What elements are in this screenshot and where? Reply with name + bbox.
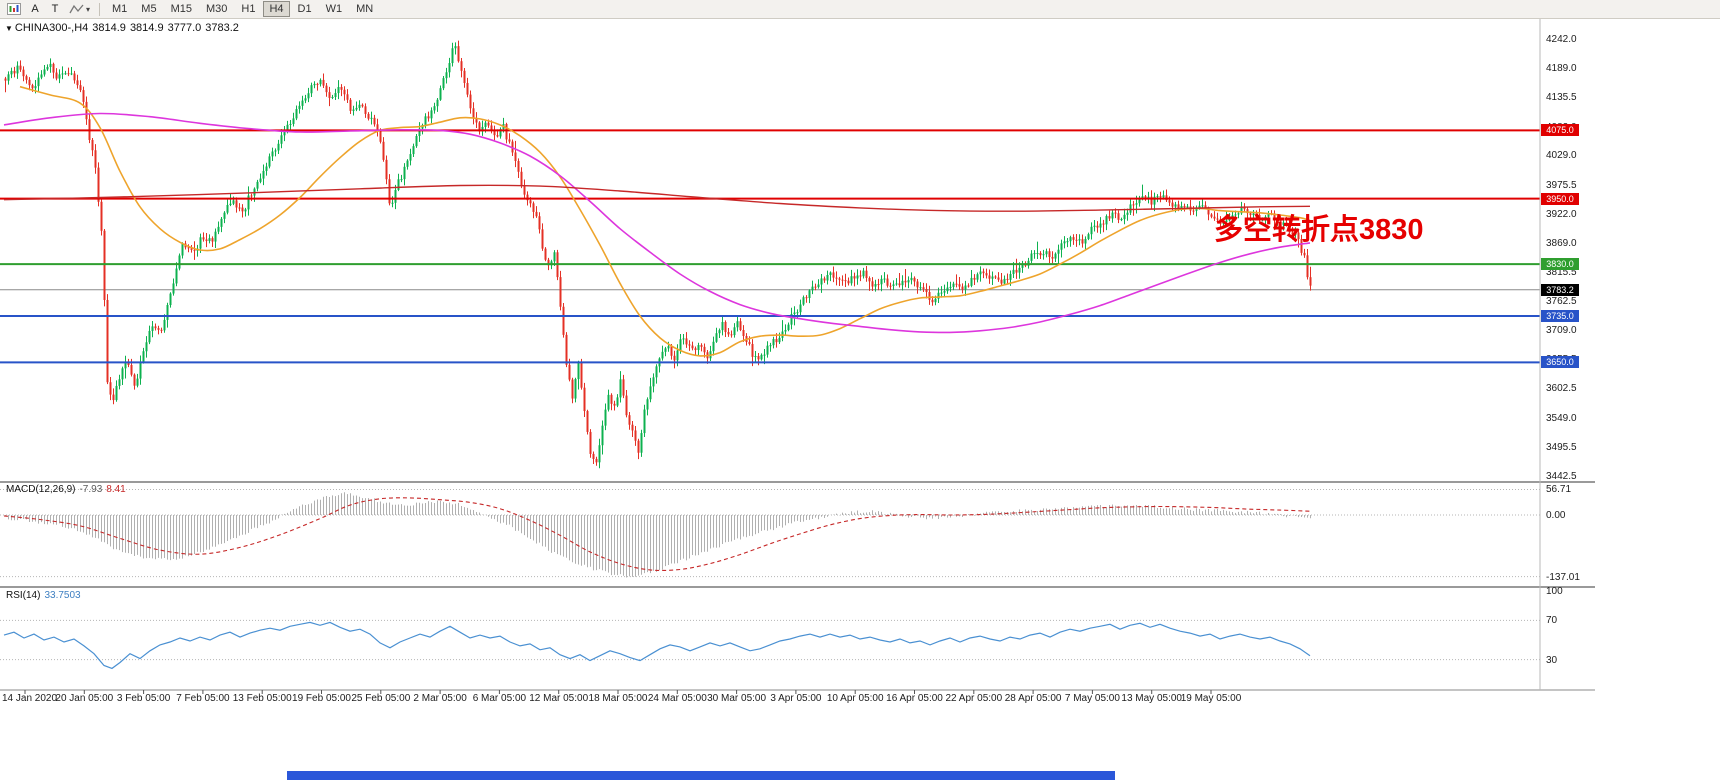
rsi-label-bar: RSI(14) 33.7503 [6, 590, 85, 601]
ma-orange-line [19, 85, 1311, 357]
label-t-button[interactable]: T [46, 1, 64, 17]
rsi-label: RSI(14) [6, 590, 41, 601]
timeframe-button-m5[interactable]: M5 [135, 1, 162, 17]
macd-label: MACD(12,26,9) [6, 484, 76, 495]
candles-layer [4, 40, 1312, 469]
macd-signal-value: 8.41 [106, 484, 126, 495]
panel-frame [0, 19, 1595, 691]
timeframe-button-h4[interactable]: H4 [263, 1, 290, 17]
top-toolbar: A T ▾ M1 M5 M15 M30 H1 H4 D1 W1 MN [0, 0, 1720, 19]
label-a-button[interactable]: A [26, 1, 44, 17]
macd-label-bar: MACD(12,26,9) -7.93 8.41 [6, 484, 130, 495]
chart-annotation[interactable]: 多空转折点3830 [1214, 214, 1424, 246]
charts-icon[interactable] [4, 1, 24, 17]
ohlc-low: 3777.0 [167, 22, 202, 34]
timeframe-button-m30[interactable]: M30 [200, 1, 233, 17]
ohlc-open: 3814.9 [92, 22, 126, 34]
indicator-level-lines [0, 488, 1540, 661]
timeframe-button-m15[interactable]: M15 [165, 1, 198, 17]
timeframe-button-d1[interactable]: D1 [292, 1, 318, 17]
ohlc-close: 3783.2 [205, 22, 239, 34]
rsi-value: 33.7503 [44, 590, 81, 601]
symbol-period-label: CHINA300-,H4 [14, 22, 89, 34]
toolbar-separator [99, 2, 101, 16]
macd-main-value: -7.93 [79, 484, 103, 495]
collapse-triangle-icon: ▼ [5, 24, 13, 33]
taskbar-strip[interactable] [287, 771, 1115, 780]
panel-separator-1[interactable] [0, 481, 1595, 483]
macd-histogram [5, 492, 1311, 578]
shapes-dropdown-caret-icon: ▾ [86, 4, 91, 14]
panel-separator-2[interactable] [0, 586, 1595, 588]
timeframe-button-mn[interactable]: MN [350, 1, 379, 17]
time-axis-ticks [24, 690, 1212, 694]
ohlc-high: 3814.9 [129, 22, 164, 34]
ma-red-line [3, 184, 1311, 212]
macd-signal-line [3, 497, 1311, 572]
ma-magenta-line [3, 112, 1311, 334]
chart-title-bar: ▼ CHINA300-,H4 3814.9 3814.9 3777.0 3783.2 [5, 22, 243, 34]
timeframe-button-m1[interactable]: M1 [106, 1, 133, 17]
rsi-line [3, 621, 1311, 670]
shapes-tool-button[interactable]: ▾ [66, 1, 93, 17]
timeframe-button-w1[interactable]: W1 [320, 1, 349, 17]
timeframe-button-h1[interactable]: H1 [235, 1, 261, 17]
